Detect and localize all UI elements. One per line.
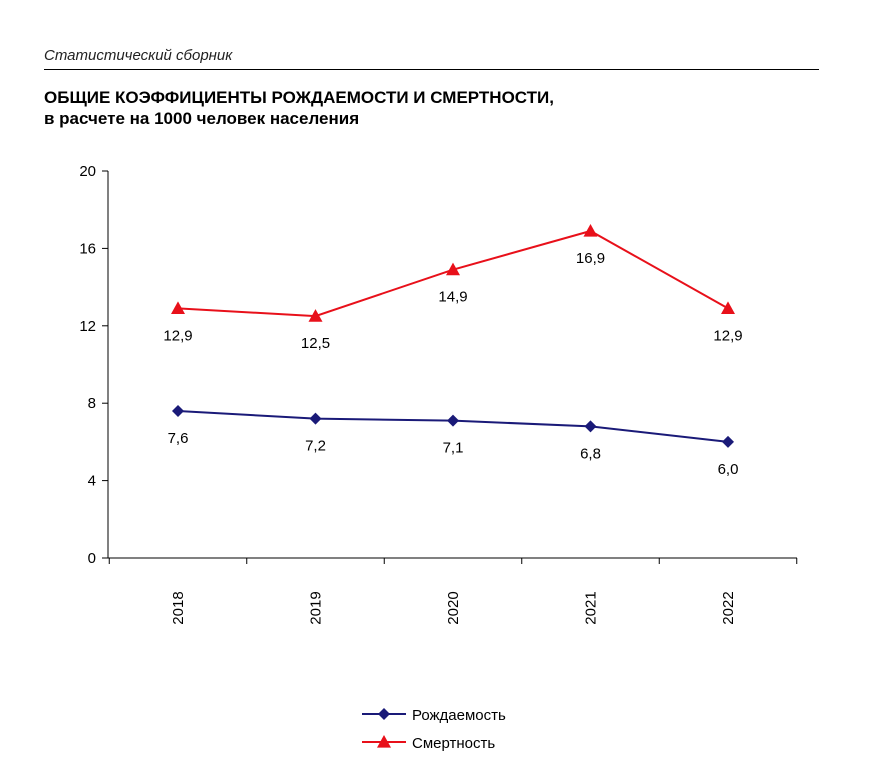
data-point bbox=[583, 223, 598, 237]
y-tick-label: 20 bbox=[79, 163, 96, 180]
y-tick-label: 8 bbox=[88, 395, 96, 412]
y-tick-label: 4 bbox=[88, 473, 96, 490]
data-point bbox=[308, 309, 323, 322]
collection-header: Статистический сборник bbox=[44, 47, 819, 70]
data-point bbox=[172, 404, 184, 417]
data-label: 7,1 bbox=[443, 440, 464, 457]
data-point bbox=[721, 301, 735, 314]
chart-title: ОБЩИЕ КОЭФФИЦИЕНТЫ РОЖДАЕМОСТИ И СМЕРТНО… bbox=[44, 88, 554, 107]
y-tick-label: 16 bbox=[79, 240, 96, 257]
y-tick-label: 0 bbox=[88, 550, 96, 567]
data-point bbox=[584, 420, 597, 433]
legend-marker bbox=[378, 708, 390, 720]
data-label: 7,2 bbox=[305, 438, 326, 455]
data-label: 12,5 bbox=[301, 335, 330, 352]
data-label: 6,0 bbox=[718, 461, 739, 478]
chart-subtitle: в расчете на 1000 человек населения bbox=[44, 109, 360, 128]
data-point bbox=[722, 435, 734, 448]
legend-label: Смертность bbox=[412, 735, 495, 752]
data-point bbox=[171, 301, 185, 314]
x-tick-label: 2022 bbox=[720, 591, 737, 624]
legend-marker bbox=[377, 735, 391, 748]
x-tick-label: 2019 bbox=[308, 591, 325, 624]
x-tick-label: 2018 bbox=[170, 591, 187, 624]
collection-name: Статистический сборник bbox=[44, 47, 233, 64]
data-point bbox=[447, 414, 459, 427]
y-tick-label: 12 bbox=[79, 318, 96, 335]
data-label: 12,9 bbox=[163, 327, 192, 344]
data-label: 6,8 bbox=[580, 445, 601, 462]
x-tick-label: 2020 bbox=[445, 591, 462, 624]
data-label: 16,9 bbox=[576, 250, 605, 267]
data-label: 12,9 bbox=[713, 327, 742, 344]
data-label: 7,6 bbox=[168, 430, 189, 447]
x-tick-label: 2021 bbox=[583, 591, 600, 624]
data-label: 14,9 bbox=[438, 289, 467, 306]
chart-title-block: ОБЩИЕ КОЭФФИЦИЕНТЫ РОЖДАЕМОСТИ И СМЕРТНО… bbox=[44, 87, 554, 129]
data-point bbox=[446, 262, 460, 276]
data-point bbox=[309, 412, 322, 425]
legend-label: Рождаемость bbox=[412, 707, 506, 724]
